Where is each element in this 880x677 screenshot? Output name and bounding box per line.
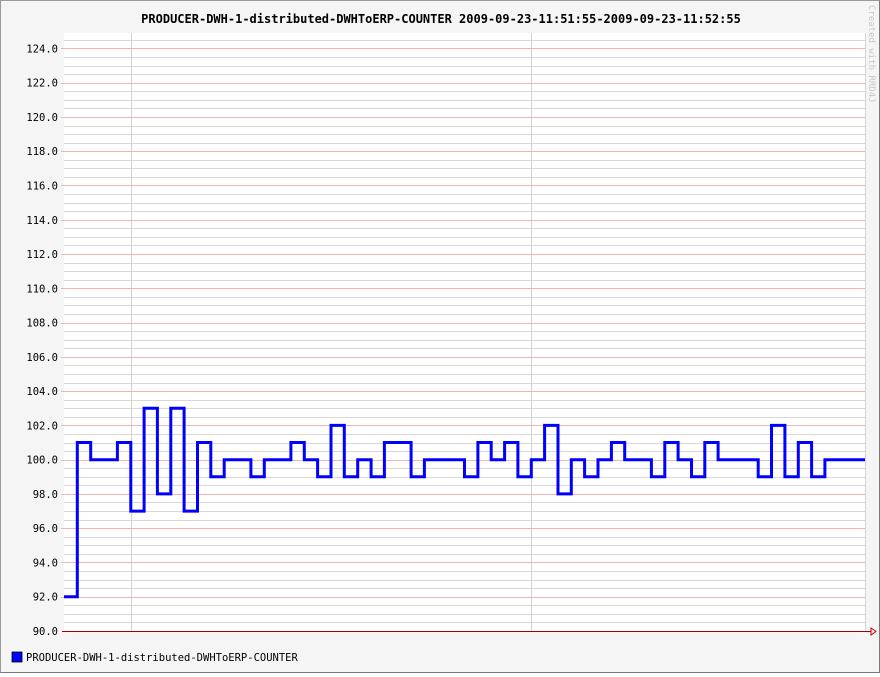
y-tick-label: 118.0	[26, 146, 58, 158]
y-tick-label: 104.0	[26, 386, 58, 398]
series-line	[64, 406, 865, 599]
grid	[61, 33, 866, 631]
y-tick-label: 102.0	[26, 420, 58, 432]
y-tick-label: 100.0	[26, 455, 58, 467]
chart-title: PRODUCER-DWH-1-distributed-DWHToERP-COUN…	[141, 12, 741, 26]
y-tick-label: 92.0	[33, 592, 58, 604]
y-tick-label: 122.0	[26, 78, 58, 90]
axes	[62, 627, 877, 636]
x-axis-arrow-icon	[870, 627, 877, 636]
legend: PRODUCER-DWH-1-distributed-DWHToERP-COUN…	[11, 651, 299, 664]
y-tick-label: 98.0	[33, 489, 58, 501]
watermark: Created with RRD4J	[866, 5, 876, 103]
y-tick-label: 90.0	[33, 626, 58, 638]
y-tick-label: 110.0	[26, 283, 58, 295]
y-tick-label: 108.0	[26, 318, 58, 330]
y-tick-label: 116.0	[26, 180, 58, 192]
y-tick-label: 120.0	[26, 112, 58, 124]
y-tick-label: 114.0	[26, 215, 58, 227]
y-tick-label: 94.0	[33, 557, 58, 569]
y-tick-label: 106.0	[26, 352, 58, 364]
y-tick-label: 112.0	[26, 249, 58, 261]
legend-swatch	[11, 651, 23, 663]
y-axis-ticks: 90.0 92.0 94.0 96.0 98.0 100.0 102.0 104.0 106.0…	[26, 43, 58, 638]
legend-label: PRODUCER-DWH-1-distributed-DWHToERP-COUN…	[26, 652, 299, 664]
y-tick-label: 124.0	[26, 43, 58, 55]
y-tick-label: 96.0	[33, 523, 58, 535]
series-layer	[64, 406, 865, 599]
